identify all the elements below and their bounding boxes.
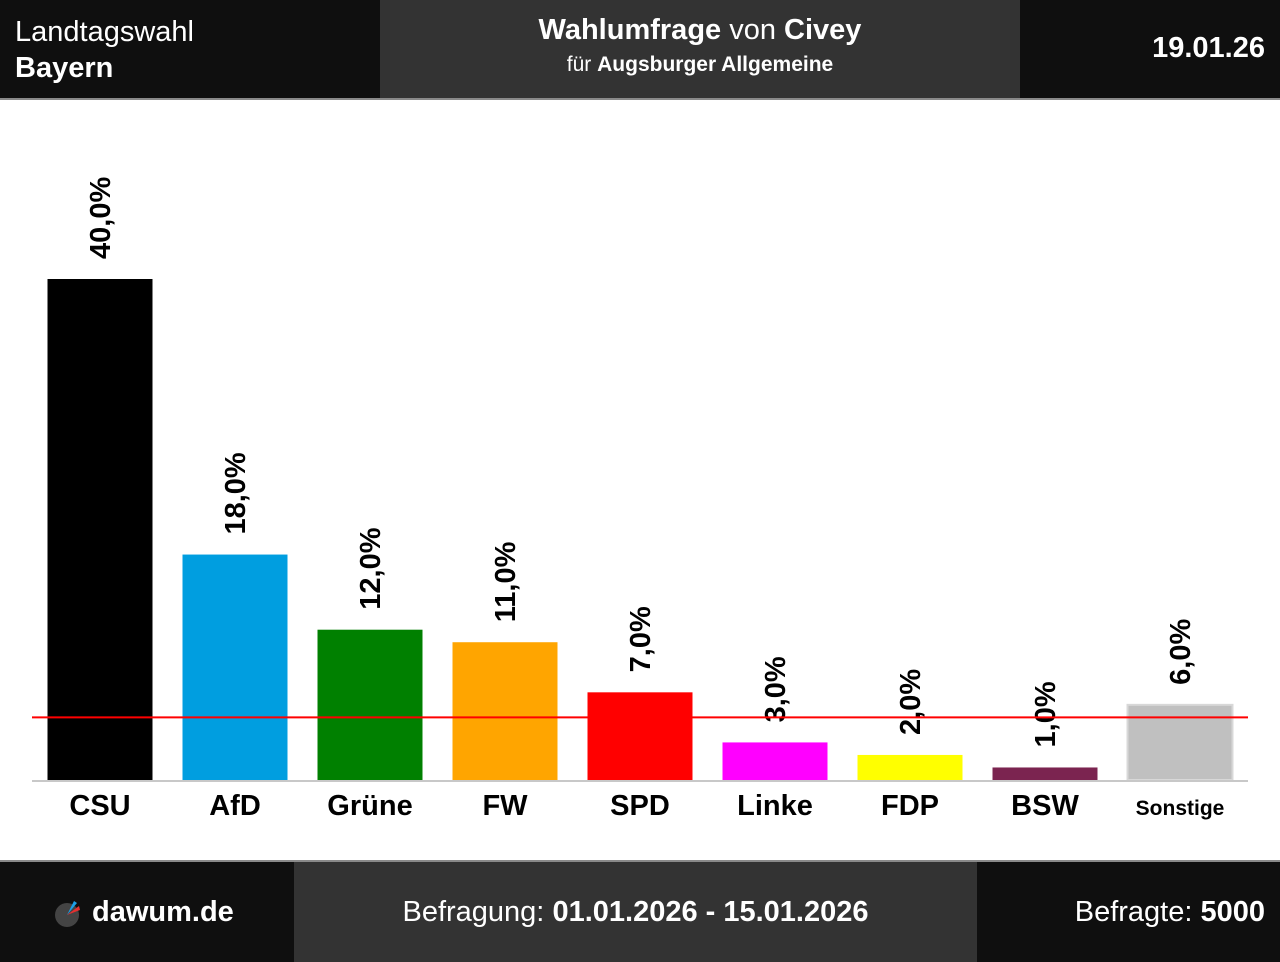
data-label: 18,0% xyxy=(220,452,252,534)
sample-size: Befragte: 5000 xyxy=(1075,862,1265,962)
poll-title: Wahlumfrage von Civey für Augsburger All… xyxy=(380,0,1020,98)
period-label: Befragung: xyxy=(402,896,545,928)
survey-period: Befragung: 01.01.2026 - 15.01.2026 xyxy=(294,862,977,962)
data-label: 2,0% xyxy=(895,669,927,735)
region: Bayern xyxy=(15,52,114,84)
category-label: CSU xyxy=(69,790,130,822)
category-label: SPD xyxy=(610,790,670,822)
category-label: Grüne xyxy=(327,790,412,822)
sample-label: Befragte: xyxy=(1074,896,1193,928)
bar-fw xyxy=(452,642,558,780)
election-title: Landtagswahl Bayern xyxy=(15,14,194,86)
bar-sonstige xyxy=(1126,703,1234,781)
footer: dawum.de Befragung: 01.01.2026 - 15.01.2… xyxy=(0,860,1280,962)
logo-text: dawum.de xyxy=(92,896,234,928)
election-type: Landtagswahl xyxy=(15,16,194,48)
poll-date: 19.01.26 xyxy=(1152,32,1265,64)
bar-chart: 40,0% CSU 18,0% AfD 12,0% Grüne 11,0% FW 7,0% SPD… xyxy=(32,177,1248,822)
period-value: 01.01.2026 - 15.01.2026 xyxy=(552,896,869,928)
client: Augsburger Allgemeine xyxy=(597,53,834,76)
data-label: 1,0% xyxy=(1030,681,1062,747)
category-label: AfD xyxy=(209,790,261,822)
category-label: BSW xyxy=(1011,790,1079,822)
title-prefix: Wahlumfrage xyxy=(538,14,722,46)
institute: Civey xyxy=(784,14,862,46)
dawum-logo[interactable]: dawum.de xyxy=(54,896,234,929)
bar-afd xyxy=(182,554,288,780)
data-label: 40,0% xyxy=(85,177,117,259)
title-von: von xyxy=(729,14,776,46)
data-label: 11,0% xyxy=(490,541,522,622)
category-label: FDP xyxy=(881,790,939,822)
bar-bsw xyxy=(992,767,1098,780)
bar-linke xyxy=(722,742,828,780)
header: Landtagswahl Bayern Wahlumfrage von Cive… xyxy=(0,0,1280,100)
category-label: FW xyxy=(482,790,528,822)
data-label: 3,0% xyxy=(760,656,792,722)
bar-csu xyxy=(47,279,153,780)
sample-value: 5000 xyxy=(1200,896,1265,928)
bar-spd xyxy=(587,692,693,780)
logo-icon xyxy=(55,900,80,927)
data-label: 7,0% xyxy=(625,606,657,672)
category-label: Sonstige xyxy=(1136,797,1225,820)
bar-grüne xyxy=(317,629,423,780)
data-label: 12,0% xyxy=(355,527,387,609)
data-label: 6,0% xyxy=(1165,619,1197,685)
bar-fdp xyxy=(857,754,963,780)
client-prefix: für xyxy=(566,53,592,76)
category-label: Linke xyxy=(737,790,813,822)
